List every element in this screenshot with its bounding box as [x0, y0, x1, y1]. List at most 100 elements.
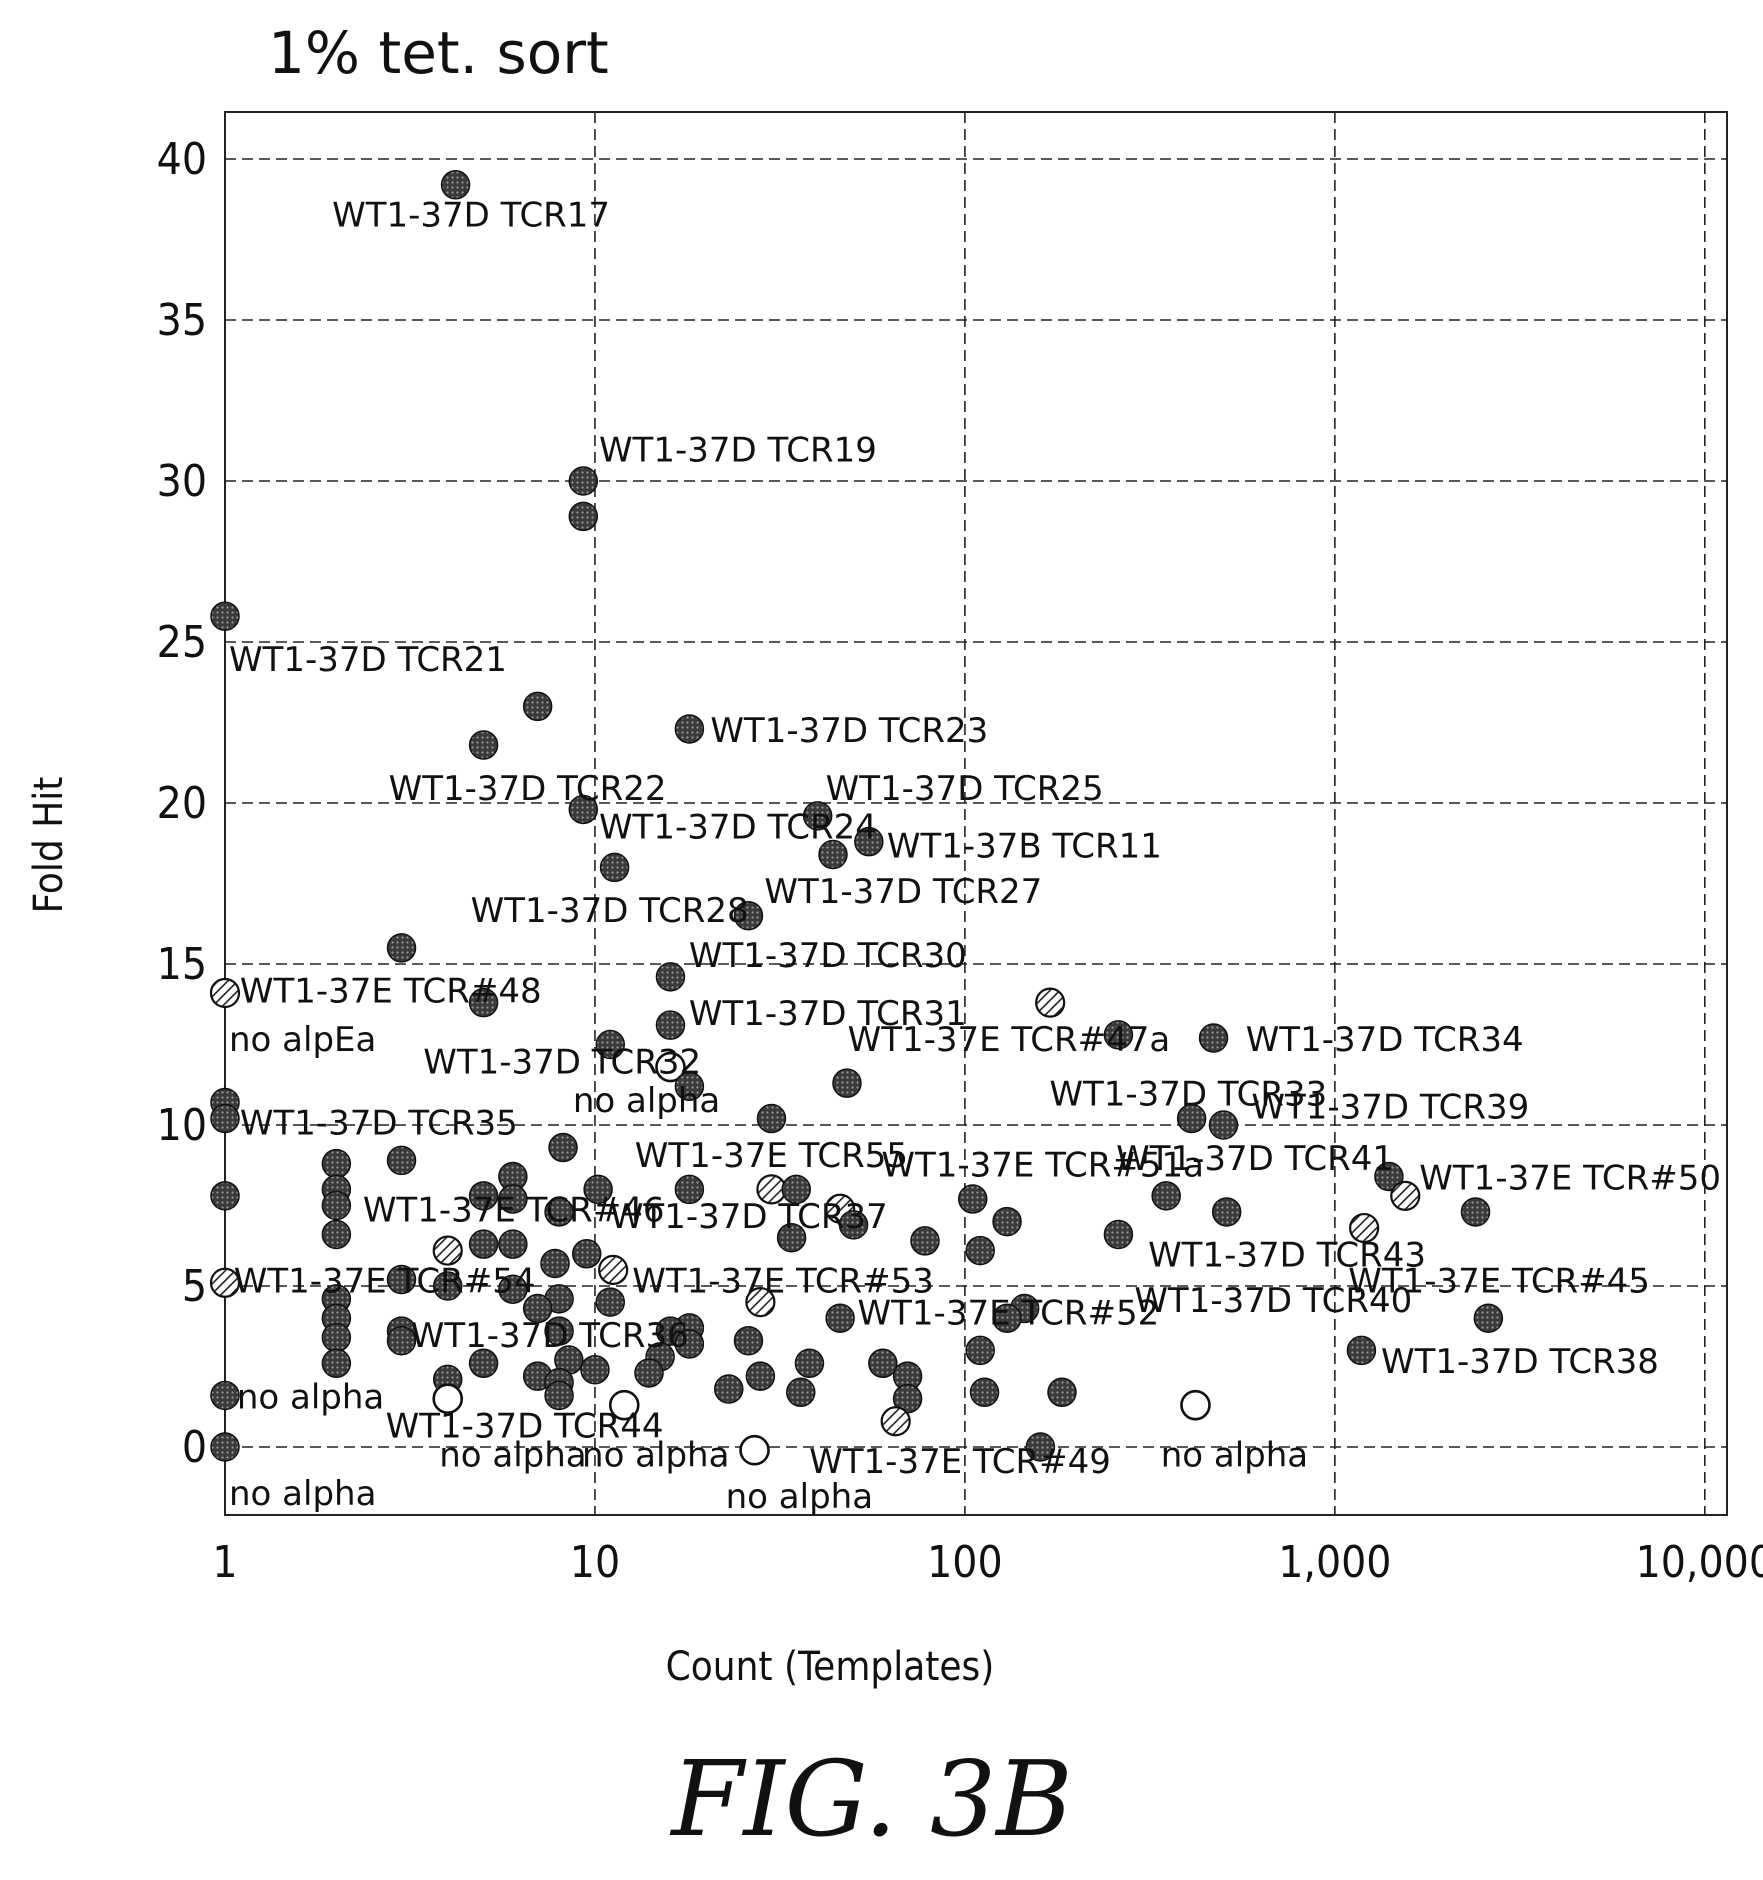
data-point-open [655, 1051, 686, 1083]
data-point-filled [468, 1229, 499, 1259]
data-point-filled [781, 1174, 811, 1205]
data-point-filled [1103, 1219, 1134, 1250]
y-tick-label: 35 [157, 295, 207, 346]
y-tick-label: 15 [157, 939, 207, 990]
data-point-filled [386, 1264, 417, 1295]
data-point-hatched [1349, 1212, 1380, 1244]
data-point-filled [321, 1348, 352, 1379]
data-point-filled [580, 1354, 610, 1385]
data-point-filled [386, 1325, 417, 1356]
data-point-filled [321, 1219, 352, 1250]
point-annotation: WT1-37D TCR37 [610, 1197, 888, 1237]
data-point-filled [965, 1235, 995, 1266]
data-point-open [1180, 1389, 1211, 1421]
data-point-filled [832, 1068, 862, 1098]
point-annotation: no alpha [229, 1474, 376, 1514]
point-annotation: WT1-37D TCR40 [1134, 1281, 1412, 1321]
data-point-filled [599, 852, 630, 883]
point-annotation: WT1-37D TCR33 [1049, 1075, 1327, 1115]
data-point-filled [498, 1229, 528, 1259]
point-annotation: WT1-37D TCR27 [764, 872, 1042, 912]
y-tick-label: 0 [182, 1422, 207, 1473]
data-point-filled [965, 1335, 995, 1366]
data-point-filled [992, 1303, 1022, 1333]
data-point-filled [1346, 1335, 1377, 1366]
data-point-filled [386, 933, 417, 963]
x-tick-label: 1 [212, 1537, 237, 1588]
point-annotation: WT1-37D TCR34 [1246, 1020, 1524, 1060]
data-point-filled [210, 1432, 240, 1462]
point-annotation: WT1-37D TCR31 [689, 994, 967, 1034]
data-point-filled [854, 826, 884, 857]
data-point-hatched [745, 1286, 776, 1318]
point-annotation: WT1-37D TCR25 [826, 769, 1104, 809]
point-annotation: WT1-37D TCR17 [332, 196, 610, 236]
plot-area [224, 111, 1728, 1516]
point-annotation: WT1-37D TCR21 [229, 640, 507, 680]
point-annotation: WT1-37E TCR#53 [632, 1261, 934, 1301]
data-point-hatched [432, 1235, 463, 1266]
data-point-filled [756, 1103, 787, 1134]
point-annotation: WT1-37D TCR22 [389, 769, 667, 809]
data-point-filled [733, 1325, 764, 1356]
point-annotation: no alpha [573, 1081, 720, 1121]
data-point-filled [1176, 1103, 1207, 1134]
data-point-filled [957, 1184, 988, 1214]
data-point-filled [568, 794, 599, 825]
data-point-filled [468, 987, 499, 1018]
point-annotation: WT1-37D TCR24 [599, 807, 877, 847]
point-annotation: WT1-37B TCR11 [887, 827, 1162, 867]
point-annotation: no alpha [582, 1435, 729, 1475]
x-axis-ticks: 1 10 100 1,000 10,000 [212, 1537, 1763, 1588]
data-point-filled [818, 839, 848, 870]
point-annotation: WT1-37D TCR19 [599, 431, 877, 471]
point-annotation: WT1-37E TCR#47a [848, 1020, 1171, 1060]
point-annotation: no alpEa [229, 1020, 376, 1060]
point-annotation: no alpha [726, 1477, 873, 1517]
data-point-filled [674, 1071, 705, 1102]
data-point-filled [969, 1377, 1000, 1408]
data-point-hatched [1390, 1180, 1421, 1211]
data-point-filled [595, 1287, 626, 1317]
data-point-filled [498, 1274, 528, 1304]
data-point-filled [210, 1181, 240, 1211]
y-axis-ticks: 0 5 10 15 20 25 30 35 40 [157, 134, 207, 1473]
y-tick-label: 10 [157, 1100, 207, 1151]
data-point-filled [714, 1374, 744, 1404]
chart-title: 1% tet. sort [268, 19, 609, 87]
data-point-filled [321, 1148, 352, 1179]
data-point-filled [910, 1226, 940, 1256]
data-point-filled [825, 1303, 855, 1333]
data-point-filled [468, 730, 499, 760]
point-annotation: WT1-37D TCR44 [386, 1406, 664, 1446]
point-annotation: WT1-37D TCR41 [1116, 1139, 1394, 1179]
data-point-hatched [1035, 987, 1066, 1018]
x-tick-label: 10 [570, 1537, 620, 1588]
data-point-filled [1211, 1197, 1242, 1227]
data-point-filled [544, 1380, 574, 1411]
data-point-hatched [209, 977, 241, 1009]
y-axis-label: Fold Hit [26, 777, 72, 914]
point-annotation: WT1-37D TCR38 [1381, 1342, 1659, 1382]
point-annotation: WT1-37E TCR#45 [1348, 1261, 1650, 1301]
data-point-filled [498, 1184, 528, 1214]
x-tick-label: 100 [927, 1537, 1003, 1588]
data-point-filled [674, 1329, 705, 1359]
data-point-filled [583, 1174, 613, 1205]
data-point-filled [210, 1103, 240, 1134]
data-point-filled [1208, 1110, 1239, 1140]
point-annotation: no alpha [439, 1435, 586, 1475]
data-point-filled [440, 170, 471, 200]
point-annotation: WT1-37E TCR#49 [809, 1442, 1111, 1482]
data-points [209, 170, 1504, 1466]
data-point-filled [548, 1132, 578, 1163]
point-annotation: WT1-37E TCR#48 [240, 972, 542, 1012]
point-annotation: WT1-37D TCR43 [1148, 1236, 1426, 1276]
data-point-filled [321, 1322, 352, 1353]
point-annotation: WT1-37D TCR23 [710, 711, 988, 751]
data-point-filled [571, 1239, 602, 1269]
figure-label: FIG. 3B [669, 1738, 1072, 1860]
data-point-filled [674, 714, 705, 744]
data-point-filled [1198, 1023, 1229, 1053]
